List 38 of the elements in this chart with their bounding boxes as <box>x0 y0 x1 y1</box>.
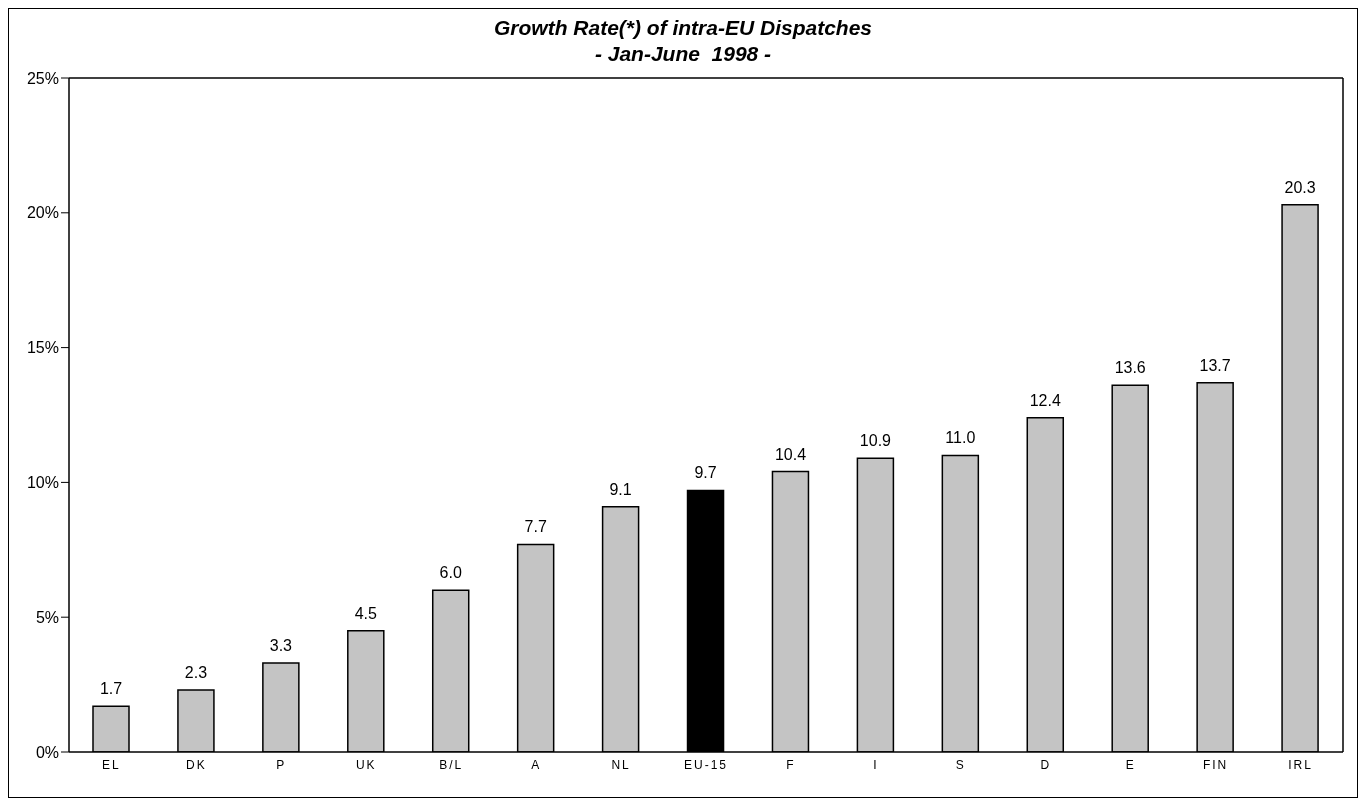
y-tick-label: 10% <box>26 474 59 492</box>
x-tick-label: A <box>531 757 542 772</box>
data-label: 9.7 <box>694 464 717 482</box>
x-tick-label: I <box>873 757 879 772</box>
x-tick-label: IRL <box>1288 757 1313 772</box>
data-label: 20.3 <box>1284 178 1316 196</box>
data-label: 9.1 <box>609 480 632 498</box>
data-label: 13.7 <box>1199 356 1231 374</box>
data-label: 7.7 <box>524 518 547 536</box>
data-label: 1.7 <box>99 680 123 698</box>
data-label: 6.0 <box>439 564 462 582</box>
y-tick-label: 15% <box>26 339 59 357</box>
y-tick-label: 25% <box>26 69 59 87</box>
x-tick-label: F <box>786 757 796 772</box>
x-tick-label: B/L <box>439 757 464 772</box>
data-label: 13.6 <box>1114 359 1146 377</box>
x-tick-label: NL <box>611 757 631 772</box>
data-label: 12.4 <box>1029 391 1061 409</box>
chart-title: Growth Rate(*) of intra-EU Dispatches <box>492 15 873 41</box>
x-tick-label: D <box>1040 757 1052 772</box>
data-label: 11.0 <box>945 429 976 447</box>
x-tick-label: E <box>1125 757 1136 772</box>
x-tick-label: P <box>276 757 287 772</box>
x-tick-label: DK <box>186 757 207 772</box>
x-tick-label: UK <box>355 757 377 772</box>
chart-subtitle: - Jan-June 1998 - <box>593 41 773 67</box>
data-label: 10.9 <box>859 432 892 450</box>
x-tick-label: EU-15 <box>683 757 729 772</box>
data-label: 2.3 <box>184 663 208 681</box>
y-tick-label: 20% <box>26 204 59 222</box>
x-tick-label: EL <box>102 757 121 772</box>
data-label: 10.4 <box>774 445 807 463</box>
data-label: 4.5 <box>354 604 378 622</box>
data-label: 3.3 <box>269 637 293 655</box>
y-tick-label: 0% <box>35 743 59 761</box>
y-tick-label: 5% <box>35 608 59 626</box>
x-tick-label: S <box>955 757 966 772</box>
x-tick-label: FIN <box>1202 757 1229 772</box>
